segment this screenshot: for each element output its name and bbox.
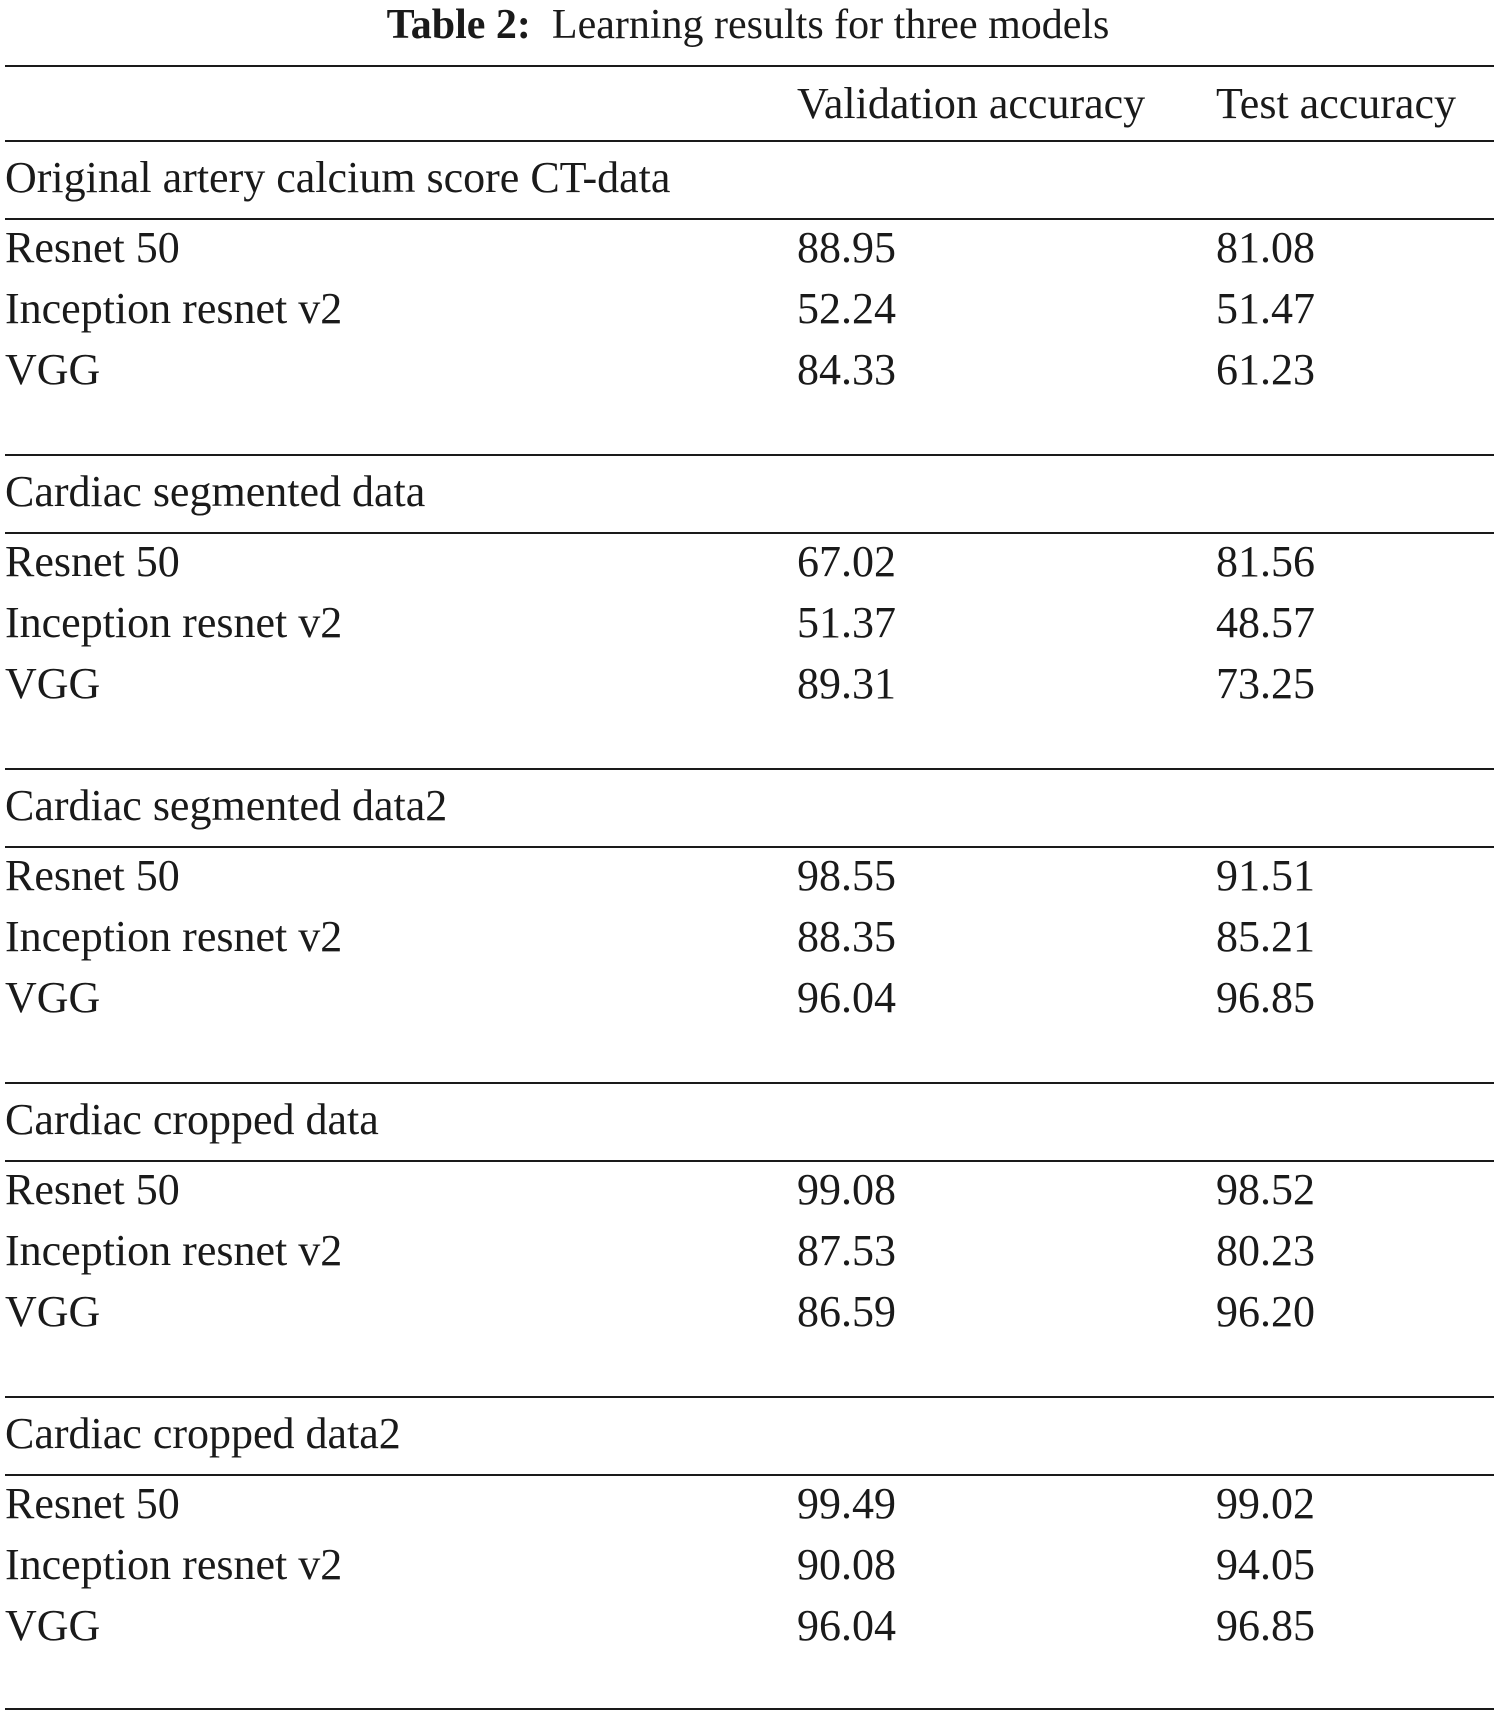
table-row: VGG 84.33 61.23 xyxy=(0,339,1496,400)
section-title: Cardiac segmented data xyxy=(5,467,426,516)
table-row: Inception resnet v2 88.35 85.21 xyxy=(0,906,1496,967)
table-row: Inception resnet v2 90.08 94.05 xyxy=(0,1534,1496,1595)
table-row: Resnet 50 98.55 91.51 xyxy=(0,845,1496,906)
validation-accuracy-value: 52.24 xyxy=(797,284,896,333)
table-caption: Table 2: Learning results for three mode… xyxy=(0,0,1496,50)
model-name: VGG xyxy=(5,973,101,1022)
section-title-rule xyxy=(5,846,1494,848)
section-top-rule xyxy=(5,768,1494,770)
validation-accuracy-value: 87.53 xyxy=(797,1226,896,1275)
table-row: Inception resnet v2 87.53 80.23 xyxy=(0,1220,1496,1281)
header-test-accuracy: Test accuracy xyxy=(1216,79,1456,128)
section-top-rule xyxy=(5,454,1494,456)
validation-accuracy-value: 98.55 xyxy=(797,851,896,900)
validation-accuracy-value: 84.33 xyxy=(797,345,896,394)
validation-accuracy-value: 99.49 xyxy=(797,1479,896,1528)
top-rule xyxy=(5,65,1494,67)
model-name: Inception resnet v2 xyxy=(5,912,343,961)
validation-accuracy-value: 99.08 xyxy=(797,1165,896,1214)
validation-accuracy-value: 86.59 xyxy=(797,1287,896,1336)
table-row: VGG 86.59 96.20 xyxy=(0,1281,1496,1342)
table-caption-text: Learning results for three models xyxy=(551,2,1110,48)
test-accuracy-value: 99.02 xyxy=(1216,1479,1315,1528)
section-title: Original artery calcium score CT-data xyxy=(5,153,671,202)
table-row: Inception resnet v2 51.37 48.57 xyxy=(0,592,1496,653)
test-accuracy-value: 81.56 xyxy=(1216,537,1315,586)
test-accuracy-value: 91.51 xyxy=(1216,851,1315,900)
test-accuracy-value: 73.25 xyxy=(1216,659,1315,708)
model-name: VGG xyxy=(5,1287,101,1336)
table-section: Cardiac cropped data2 Resnet 50 99.49 99.02… xyxy=(0,1396,1496,1710)
table-row: Resnet 50 99.49 99.02 xyxy=(0,1473,1496,1534)
section-title-rule xyxy=(5,1474,1494,1476)
header-validation-accuracy: Validation accuracy xyxy=(797,79,1146,128)
section-title: Cardiac cropped data xyxy=(5,1095,379,1144)
validation-accuracy-value: 51.37 xyxy=(797,598,896,647)
validation-accuracy-value: 96.04 xyxy=(797,973,896,1022)
model-name: Inception resnet v2 xyxy=(5,1540,343,1589)
table-header-row: Validation accuracy Test accuracy xyxy=(0,68,1496,140)
section-top-rule xyxy=(5,1082,1494,1084)
section-title-rule xyxy=(5,1160,1494,1162)
table-row: Inception resnet v2 52.24 51.47 xyxy=(0,278,1496,339)
validation-accuracy-value: 88.95 xyxy=(797,223,896,272)
table-caption-label: Table 2: xyxy=(386,2,531,48)
validation-accuracy-value: 90.08 xyxy=(797,1540,896,1589)
test-accuracy-value: 61.23 xyxy=(1216,345,1315,394)
test-accuracy-value: 80.23 xyxy=(1216,1226,1315,1275)
table-section: Original artery calcium score CT-data Res… xyxy=(0,140,1496,454)
test-accuracy-value: 96.20 xyxy=(1216,1287,1315,1336)
table-row: VGG 89.31 73.25 xyxy=(0,653,1496,714)
test-accuracy-value: 94.05 xyxy=(1216,1540,1315,1589)
model-name: VGG xyxy=(5,345,101,394)
model-name: Inception resnet v2 xyxy=(5,598,343,647)
model-name: Resnet 50 xyxy=(5,223,180,272)
validation-accuracy-value: 96.04 xyxy=(797,1601,896,1650)
model-name: Resnet 50 xyxy=(5,851,180,900)
model-name: Inception resnet v2 xyxy=(5,284,343,333)
test-accuracy-value: 81.08 xyxy=(1216,223,1315,272)
table-section: Cardiac segmented data2 Resnet 50 98.55 91.… xyxy=(0,768,1496,1082)
section-title: Cardiac cropped data2 xyxy=(5,1409,401,1458)
test-accuracy-value: 51.47 xyxy=(1216,284,1315,333)
table-row: VGG 96.04 96.85 xyxy=(0,1595,1496,1656)
test-accuracy-value: 48.57 xyxy=(1216,598,1315,647)
table-section: Cardiac segmented data Resnet 50 67.02 81.5… xyxy=(0,454,1496,768)
section-title-rule xyxy=(5,532,1494,534)
model-name: VGG xyxy=(5,1601,101,1650)
model-name: Resnet 50 xyxy=(5,1479,180,1528)
model-name: Inception resnet v2 xyxy=(5,1226,343,1275)
table-section: Cardiac cropped data Resnet 50 99.08 98.52 I… xyxy=(0,1082,1496,1396)
validation-accuracy-value: 67.02 xyxy=(797,537,896,586)
test-accuracy-value: 96.85 xyxy=(1216,973,1315,1022)
test-accuracy-value: 85.21 xyxy=(1216,912,1315,961)
model-name: VGG xyxy=(5,659,101,708)
section-title: Cardiac segmented data2 xyxy=(5,781,448,830)
section-top-rule xyxy=(5,1396,1494,1398)
section-top-rule xyxy=(5,140,1494,142)
section-title-rule xyxy=(5,218,1494,220)
validation-accuracy-value: 88.35 xyxy=(797,912,896,961)
table-row: Resnet 50 88.95 81.08 xyxy=(0,217,1496,278)
validation-accuracy-value: 89.31 xyxy=(797,659,896,708)
test-accuracy-value: 96.85 xyxy=(1216,1601,1315,1650)
test-accuracy-value: 98.52 xyxy=(1216,1165,1315,1214)
table-row: Resnet 50 67.02 81.56 xyxy=(0,531,1496,592)
model-name: Resnet 50 xyxy=(5,1165,180,1214)
model-name: Resnet 50 xyxy=(5,537,180,586)
table-row: VGG 96.04 96.85 xyxy=(0,967,1496,1028)
table-row: Resnet 50 99.08 98.52 xyxy=(0,1159,1496,1220)
